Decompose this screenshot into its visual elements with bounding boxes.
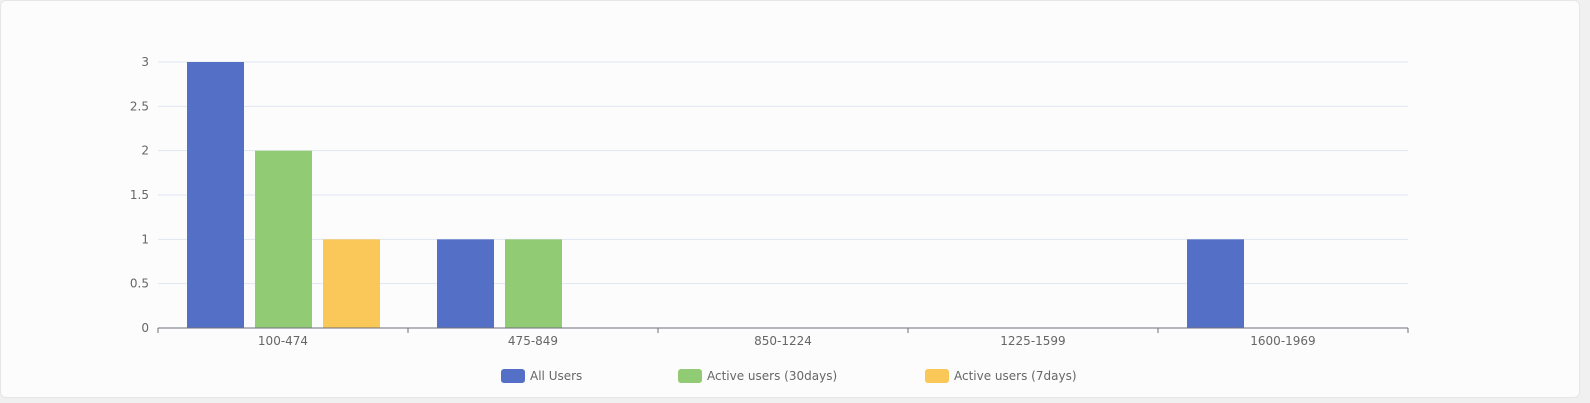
legend-item[interactable]: Active users (7days) bbox=[925, 369, 1077, 383]
legend-swatch bbox=[678, 369, 702, 383]
y-axis-ticks: 0 0.5 1 1.5 2 2.5 3 bbox=[130, 55, 149, 335]
legend-swatch bbox=[925, 369, 949, 383]
legend-label: Active users (30days) bbox=[707, 369, 837, 383]
y-tick-label: 1 bbox=[141, 232, 149, 246]
bar[interactable] bbox=[505, 239, 562, 328]
x-tick-label: 475-849 bbox=[508, 334, 558, 348]
y-tick-label: 1.5 bbox=[130, 188, 149, 202]
bar[interactable] bbox=[255, 151, 312, 328]
legend-label: All Users bbox=[530, 369, 582, 383]
legend-item[interactable]: Active users (30days) bbox=[678, 369, 837, 383]
bar[interactable] bbox=[323, 239, 380, 328]
y-tick-label: 2.5 bbox=[130, 99, 149, 113]
bar[interactable] bbox=[437, 239, 494, 328]
y-tick-label: 0 bbox=[141, 321, 149, 335]
x-tick-label: 850-1224 bbox=[754, 334, 812, 348]
y-tick-label: 3 bbox=[141, 55, 149, 69]
y-tick-label: 0.5 bbox=[130, 277, 149, 291]
legend-label: Active users (7days) bbox=[954, 369, 1077, 383]
x-tick-label: 1600-1969 bbox=[1250, 334, 1315, 348]
legend-swatch bbox=[501, 369, 525, 383]
x-tick-label: 100-474 bbox=[258, 334, 308, 348]
y-tick-label: 2 bbox=[141, 144, 149, 158]
bar[interactable] bbox=[187, 62, 244, 328]
x-axis: 100-474 475-849 850-1224 1225-1599 1600-1969 bbox=[158, 328, 1408, 348]
x-tick-label: 1225-1599 bbox=[1000, 334, 1065, 348]
bar[interactable] bbox=[1187, 239, 1244, 328]
legend: All Users Active users (30days) Active use… bbox=[501, 369, 1077, 383]
legend-item[interactable]: All Users bbox=[501, 369, 582, 383]
